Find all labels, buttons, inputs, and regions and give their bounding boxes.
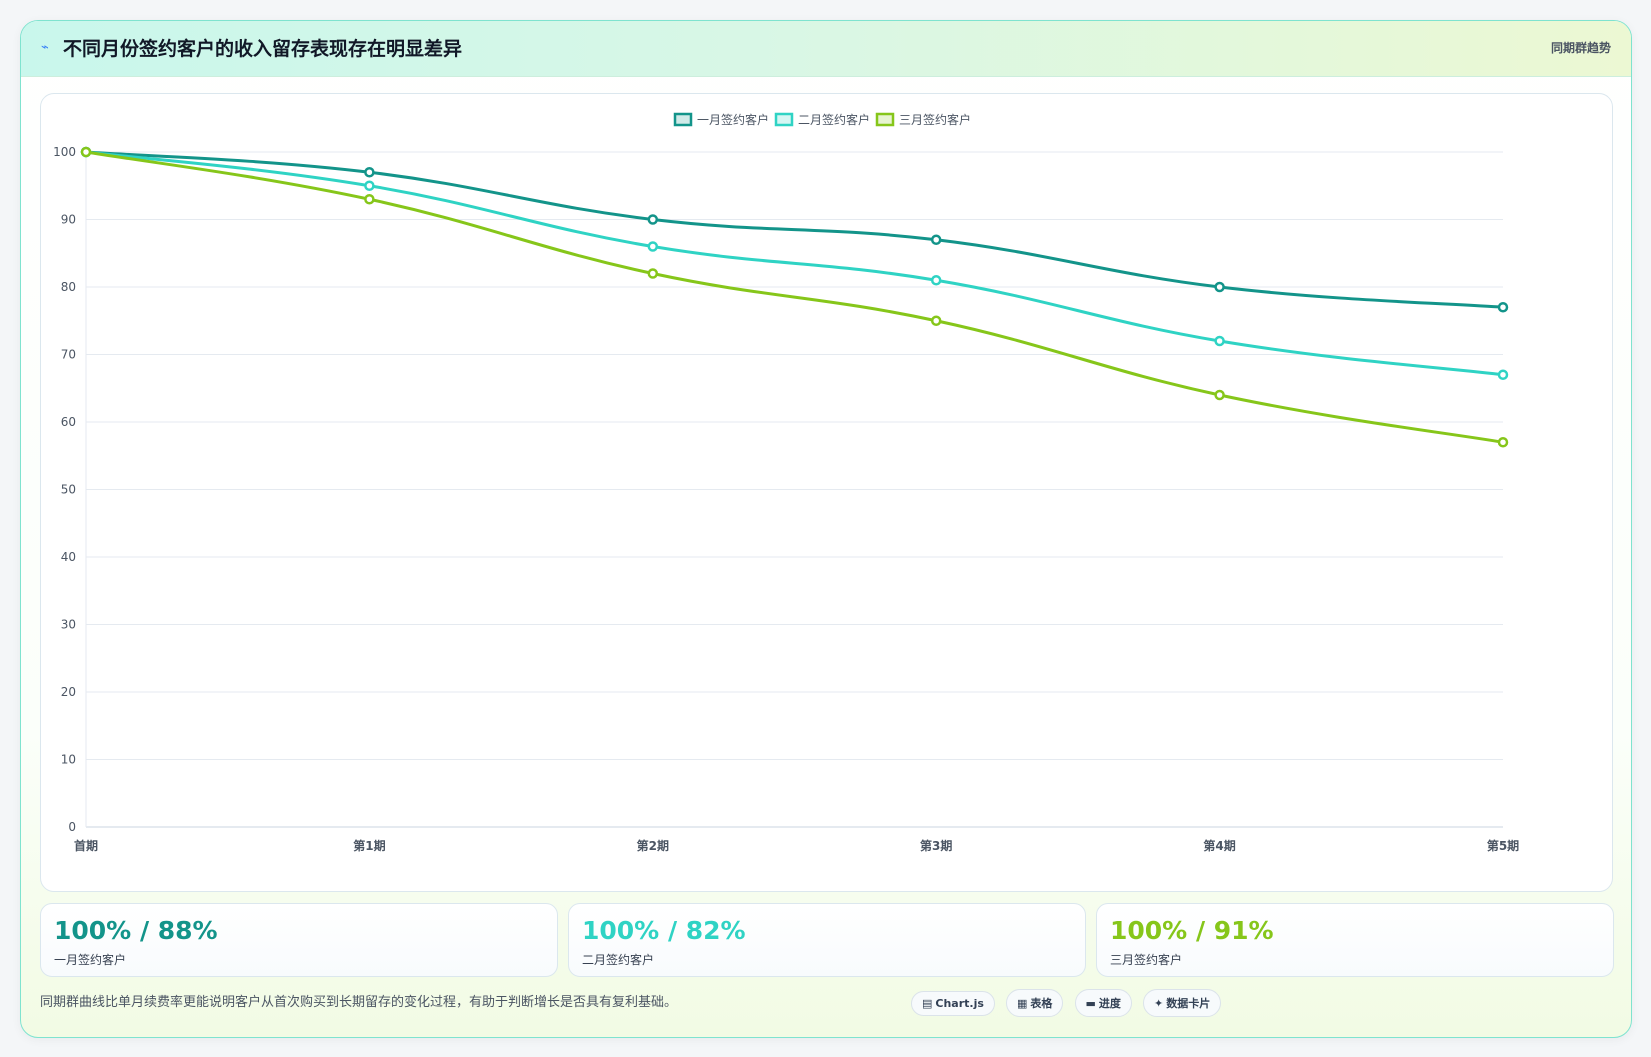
header-tag: 同期群趋势 bbox=[1550, 41, 1611, 55]
data-point bbox=[647, 268, 659, 279]
stat-card-feb: 100% / 82% 二月签约客户 bbox=[568, 903, 1086, 977]
data-point bbox=[930, 315, 942, 326]
y-tick-label: 30 bbox=[61, 618, 76, 632]
data-point bbox=[1497, 369, 1509, 380]
data-point bbox=[364, 180, 375, 191]
pill-label: 数据卡片 bbox=[1166, 997, 1211, 1010]
data-point bbox=[364, 167, 375, 178]
pill-chartjs[interactable]: ▤ Chart.js bbox=[911, 991, 995, 1016]
series-line bbox=[85, 150, 1504, 444]
data-point bbox=[1214, 281, 1225, 293]
data-point bbox=[1497, 437, 1509, 448]
stat-card-mar: 100% / 91% 三月签约客户 bbox=[1096, 903, 1614, 977]
y-tick-label: 60 bbox=[61, 415, 76, 429]
y-tick-label: 80 bbox=[61, 280, 76, 294]
y-tick-label: 70 bbox=[61, 348, 76, 362]
stat-card-jan: 100% / 88% 一月签约客户 bbox=[40, 903, 558, 977]
x-tick-label: 第4期 bbox=[1203, 838, 1235, 853]
dashboard-card: ⌁ 不同月份签约客户的收入留存表现存在明显差异 同期群趋势 0 10 20 30 40 5… bbox=[20, 20, 1632, 1038]
sparkle-icon: ✦ bbox=[1154, 997, 1164, 1010]
chart-container: 0 10 20 30 40 50 60 70 80 90 100 首期 第1期 第2期 第3期 第4期 第5期 一… bbox=[40, 93, 1613, 892]
series-line bbox=[85, 150, 1504, 309]
card-header: ⌁ 不同月份签约客户的收入留存表现存在明显差异 同期群趋势 bbox=[21, 21, 1631, 77]
pill-label: 进度 bbox=[1098, 997, 1121, 1010]
stat-label: 一月签约客户 bbox=[54, 953, 127, 967]
data-point bbox=[930, 275, 942, 286]
y-tick-label: 40 bbox=[61, 550, 76, 564]
y-tick-label: 0 bbox=[68, 820, 76, 834]
stat-value: 100% / 91% bbox=[1110, 916, 1274, 945]
pill-progress[interactable]: ▬ 进度 bbox=[1074, 989, 1132, 1017]
pill-label: Chart.js bbox=[935, 997, 984, 1010]
view-toggle-group: ▤ Chart.js ▦ 表格 ▬ 进度 ✦ 数据卡片 bbox=[911, 989, 1227, 1017]
card-title: 不同月份签约客户的收入留存表现存在明显差异 bbox=[63, 38, 463, 60]
data-point bbox=[930, 234, 942, 245]
data-point bbox=[1497, 302, 1509, 313]
trend-line-icon: ⌁ bbox=[41, 40, 49, 55]
x-tick-label: 首期 bbox=[74, 838, 98, 853]
retention-line-chart: 0 10 20 30 40 50 60 70 80 90 100 首期 第1期 第2期 第3期 第4期 第5期 一… bbox=[53, 112, 1519, 853]
y-tick-label: 50 bbox=[61, 483, 76, 497]
y-tick-label: 10 bbox=[61, 753, 76, 767]
legend-swatch bbox=[673, 112, 693, 127]
stat-label: 二月签约客户 bbox=[582, 953, 655, 967]
series-line bbox=[85, 150, 1504, 377]
legend-label: 二月签约客户 bbox=[798, 112, 870, 127]
data-point bbox=[364, 194, 375, 205]
legend-label: 三月签约客户 bbox=[899, 112, 971, 127]
footnote: 同期群曲线比单月续费率更能说明客户从首次购买到长期留存的变化过程，有助于判断增长… bbox=[40, 995, 678, 1010]
stat-value: 100% / 82% bbox=[582, 916, 746, 945]
table-icon: ▦ bbox=[1017, 997, 1028, 1010]
legend-swatch bbox=[875, 112, 895, 127]
pill-label: 表格 bbox=[1030, 997, 1053, 1010]
y-tick-label: 90 bbox=[61, 213, 76, 227]
legend-swatch bbox=[774, 112, 794, 127]
stat-value: 100% / 88% bbox=[54, 916, 218, 945]
y-tick-label: 20 bbox=[61, 685, 76, 699]
data-point bbox=[647, 214, 659, 225]
data-point bbox=[80, 146, 92, 158]
stat-label: 三月签约客户 bbox=[1110, 953, 1183, 967]
data-point bbox=[647, 241, 659, 252]
progress-icon: ▬ bbox=[1085, 997, 1096, 1010]
pill-data-cards[interactable]: ✦ 数据卡片 bbox=[1143, 989, 1222, 1017]
y-tick-label: 100 bbox=[53, 145, 76, 159]
x-tick-label: 第1期 bbox=[353, 838, 385, 853]
x-tick-label: 第2期 bbox=[637, 838, 669, 853]
data-point bbox=[1214, 335, 1225, 347]
chart-icon: ▤ bbox=[922, 997, 933, 1010]
legend-label: 一月签约客户 bbox=[697, 112, 769, 127]
pill-table[interactable]: ▦ 表格 bbox=[1006, 989, 1064, 1017]
data-point bbox=[1214, 389, 1225, 401]
x-tick-label: 第5期 bbox=[1487, 838, 1519, 853]
x-tick-label: 第3期 bbox=[920, 838, 952, 853]
